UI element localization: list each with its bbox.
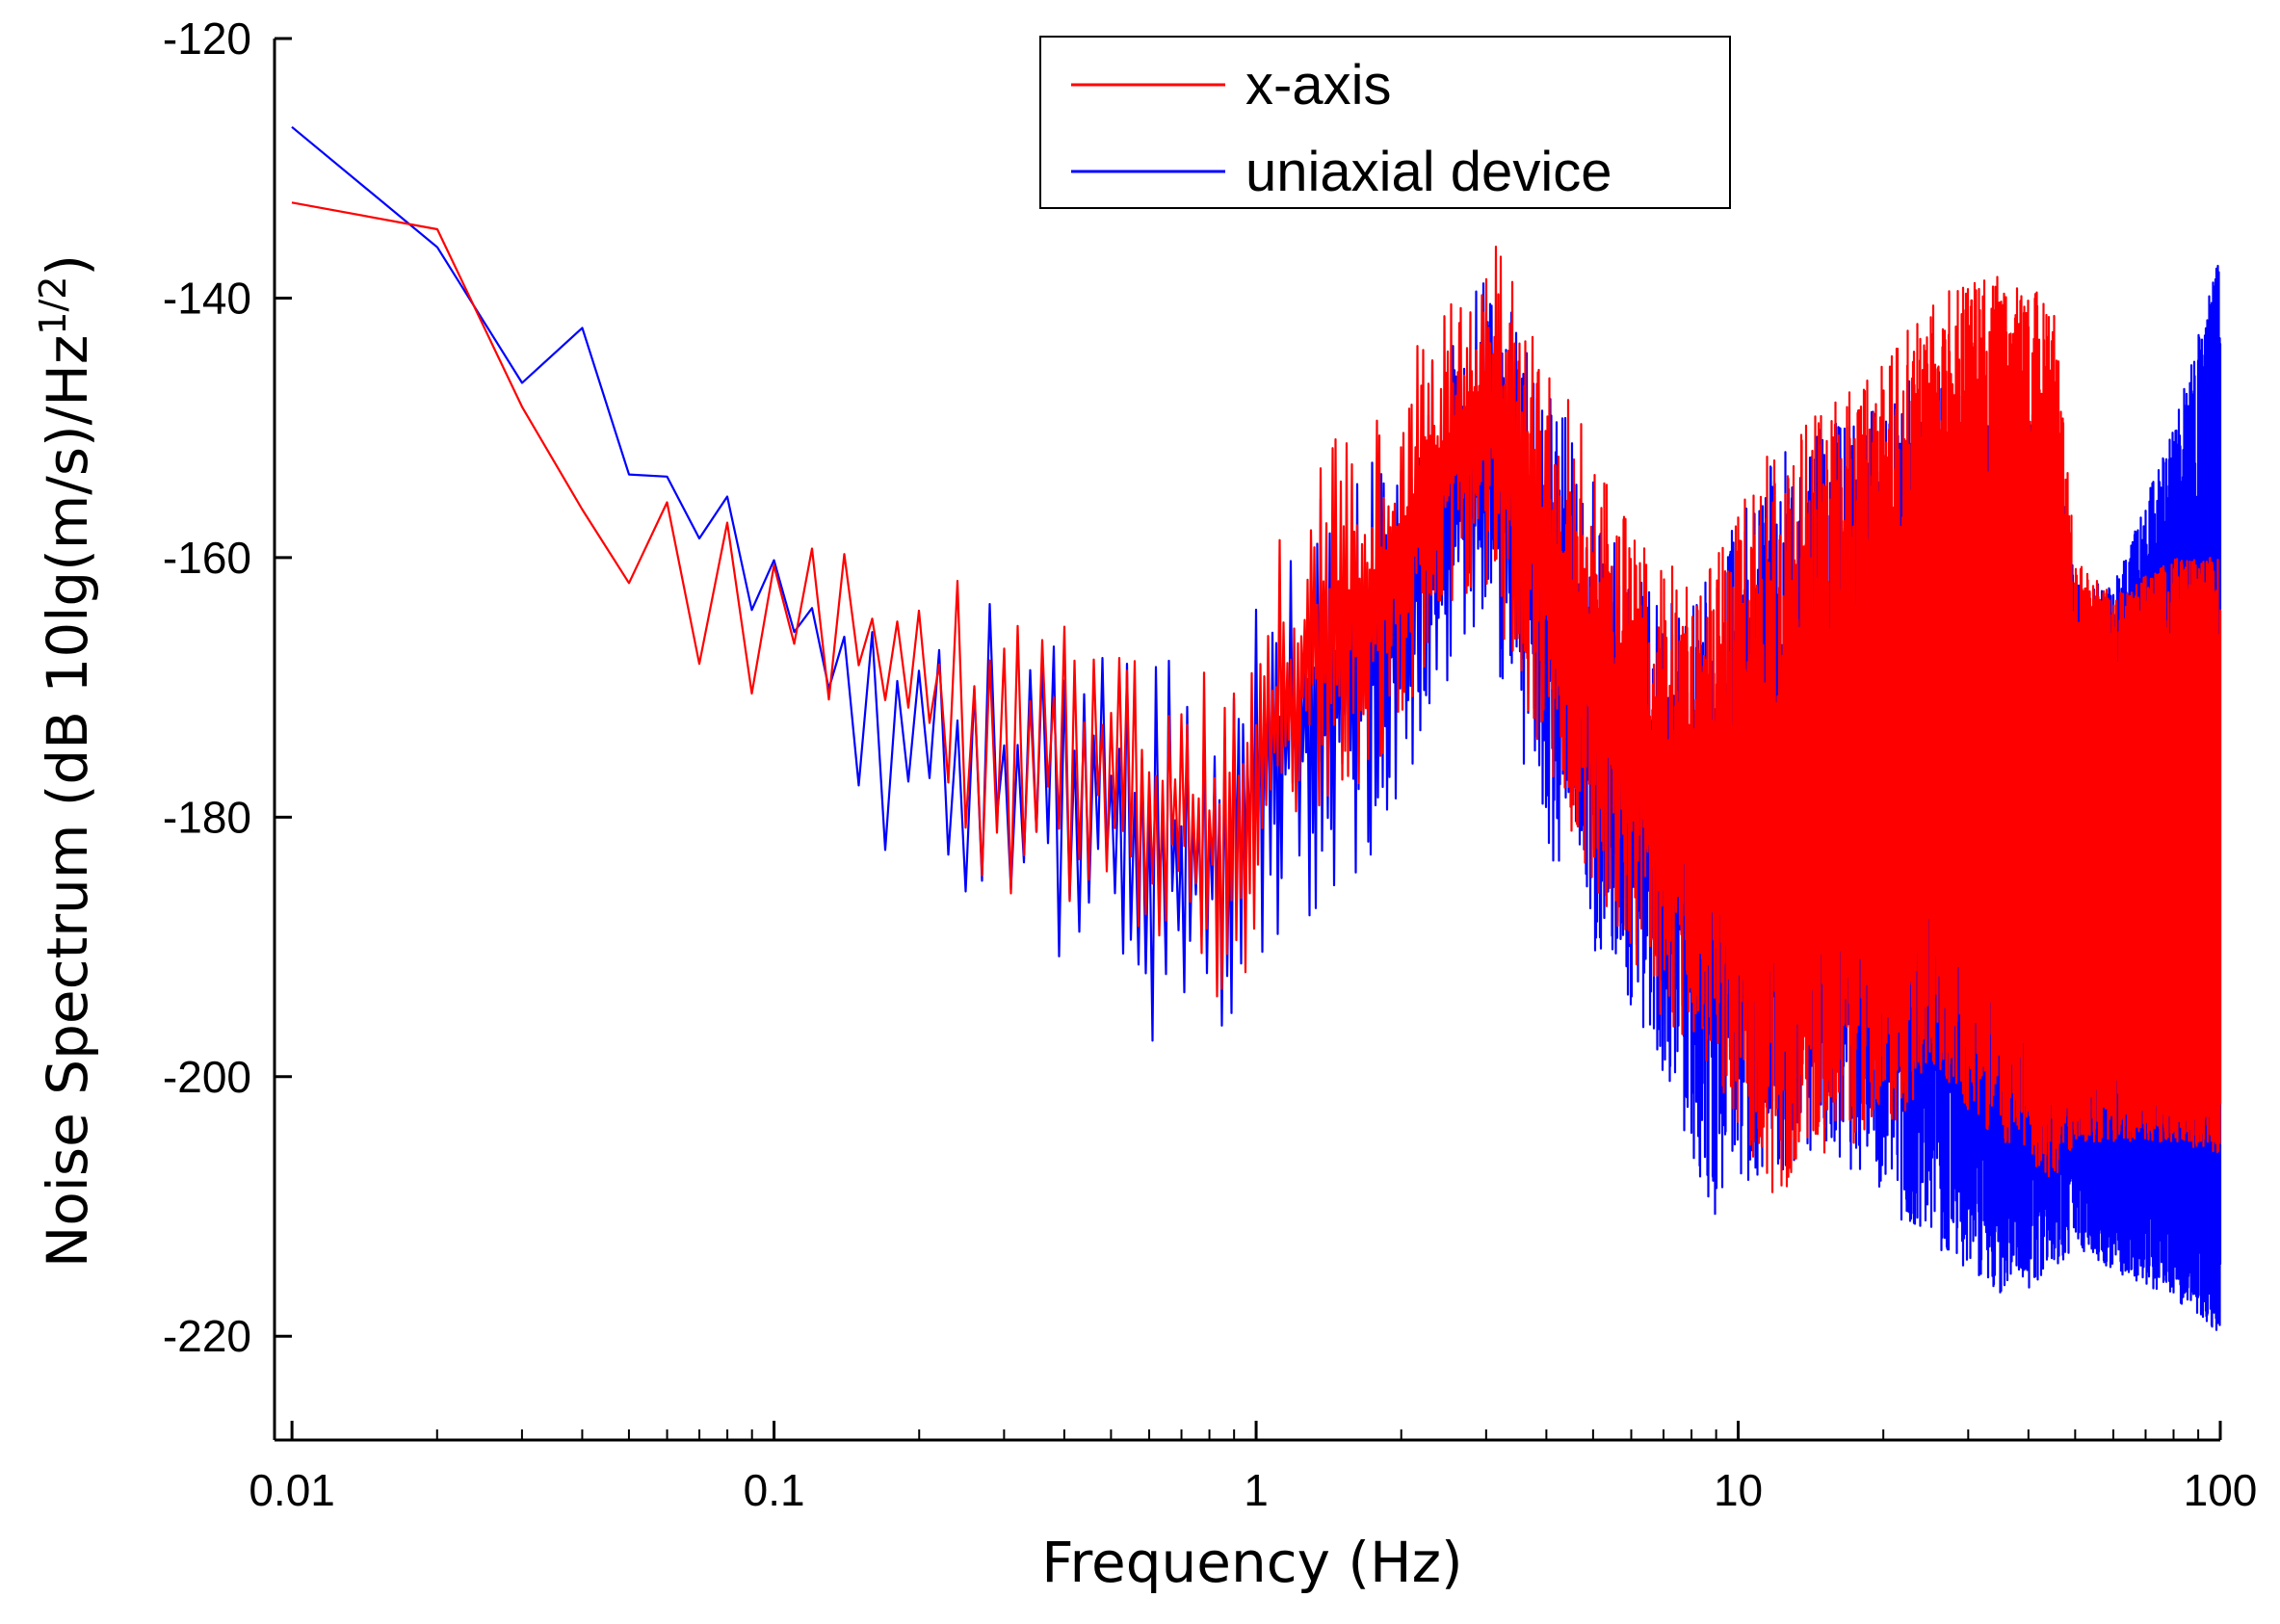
x-tick-label: 1: [1244, 1465, 1269, 1515]
axes: [273, 39, 2220, 1442]
legend-label-x-axis: x-axis: [1245, 54, 1391, 117]
y-tick-label: -200: [163, 1052, 251, 1102]
y-tick-label: -140: [163, 273, 251, 323]
x-tick-label: 0.1: [744, 1465, 805, 1515]
x-axis-label: Frequency (Hz): [1041, 1530, 1462, 1595]
y-axis-label: Noise Spectrum (dB 10lg(m/s)/Hz1/2): [32, 254, 100, 1268]
legend-box: [1039, 36, 1731, 209]
y-tick-label: -120: [163, 13, 251, 64]
y-tick-label: -220: [163, 1311, 251, 1361]
x-tick-label: 100: [2184, 1465, 2258, 1515]
x-tick-label: 10: [1714, 1465, 1763, 1515]
legend: x-axis uniaxial device: [1039, 36, 1731, 209]
y-axis-label-superscript: 1/2: [32, 276, 74, 335]
x-tick-label: 0.01: [249, 1465, 335, 1515]
tick-marks: -120 -140 -160 -180 -200 -220 0.01 0.1 1 10 100: [163, 13, 2257, 1515]
y-axis-label-close: ): [35, 254, 100, 276]
y-tick-label: -180: [163, 792, 251, 842]
series-line-x-axis: [291, 201, 2222, 1193]
legend-label-uniaxial-device: uniaxial device: [1245, 141, 1612, 203]
plot-area: [291, 125, 2222, 1331]
y-axis-label-main: Noise Spectrum (dB 10lg(m/s)/Hz: [35, 335, 100, 1268]
y-tick-label: -160: [163, 533, 251, 583]
